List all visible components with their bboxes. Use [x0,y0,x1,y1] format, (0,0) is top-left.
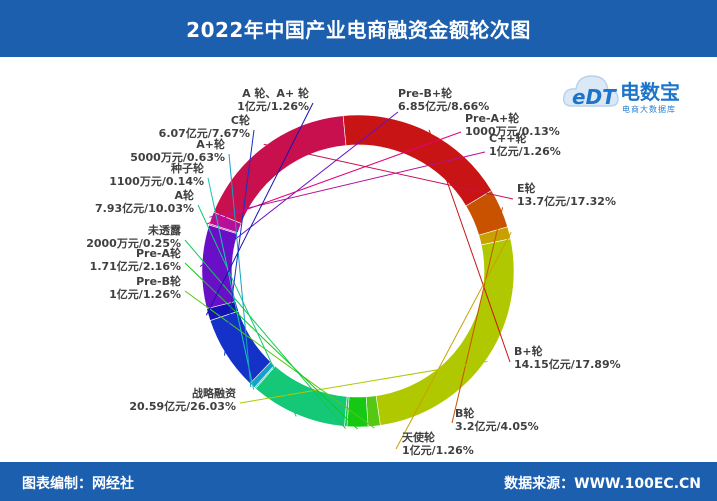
slice-label-name: 种子轮 [170,161,204,175]
slice-label-value: 1000万元/0.13% [465,125,560,138]
slice-label-name: E轮 [517,181,536,195]
slice-label-value: 14.15亿元/17.89% [514,357,621,371]
chart-title: 2022年中国产业电商融资金额轮次图 [186,18,531,42]
leader-line [428,129,511,363]
logo-text: 电数宝 [620,80,680,104]
slice-label-value: 7.93亿元/10.03% [95,201,194,215]
footer-bar: 图表编制：网经社 数据来源：WWW.100EC.CN [0,462,717,501]
leader-line [197,204,297,417]
slice-label-name: A+轮 [196,137,225,151]
slice-label-name: Pre-B轮 [136,274,181,288]
slice-label-name: Pre-B+轮 [398,86,452,100]
slice-label-value: 1亿元/1.26% [109,287,181,301]
chart-title-bar: 2022年中国产业电商融资金额轮次图 [0,0,717,57]
logo-subtitle: 电商大数据库 [622,105,676,114]
leader-line [224,129,255,356]
slice-label-value: 1亿元/1.26% [489,144,561,158]
slice-label-value: 3.2亿元/4.05% [455,419,539,433]
slice-label-name: 战略融资 [192,386,236,400]
slice-label-value: 13.7亿元/17.32% [517,194,616,208]
leader-line [209,151,486,218]
slice-label-value: 20.59亿元/26.03% [129,399,236,413]
slice-label-name: B+轮 [514,344,543,358]
cloud-logo-icon: eDT [562,75,619,109]
slice-label-name: A轮 [174,188,194,202]
leader-line [207,177,255,390]
donut-slices [201,114,515,428]
slice-label-name: Pre-A轮 [136,246,181,260]
leader-line [184,290,375,429]
slice-label-value: 2000万元/0.25% [86,237,181,250]
slice-label-value: 1100万元/0.14% [109,175,204,188]
slice-label-name: C轮 [231,113,250,127]
slice-label-value: 6.07亿元/7.67% [159,126,250,140]
leader-lines [184,102,514,450]
footer-source: 数据来源：WWW.100EC.CN [504,476,701,492]
slice-label-value: 6.85亿元/8.66% [398,99,489,113]
slice-label-value: 5000万元/0.63% [130,151,225,164]
slice-label-name: 天使轮 [402,430,435,444]
slice-label-name: C++轮 [489,131,527,145]
leader-line [451,207,504,424]
slice-labels: Pre-B+轮6.85亿元/8.66%Pre-A+轮1000万元/0.13%C+… [86,86,620,457]
leader-line [395,231,512,450]
leader-line [263,143,514,200]
slice-label-name: 未透露 [147,223,182,237]
slice-label-value: 1亿元/1.26% [237,99,309,113]
leader-line [239,360,488,404]
slice-label-value: 1亿元/1.26% [402,443,474,457]
slice-label-name: A 轮、A+ 轮 [242,86,309,100]
leader-line [199,111,399,268]
leader-line [184,262,358,430]
slice-label-value: 1.71亿元/2.16% [90,259,181,273]
leader-line [184,239,346,429]
slice-label-name: B轮 [455,406,474,420]
leader-line [205,102,314,316]
logo-mark-text: eDT [572,85,617,109]
footer-editor: 图表编制：网经社 [22,476,134,492]
slice-label-name: Pre-A+轮 [465,111,519,125]
leader-line [207,131,462,225]
leader-line [228,153,252,388]
